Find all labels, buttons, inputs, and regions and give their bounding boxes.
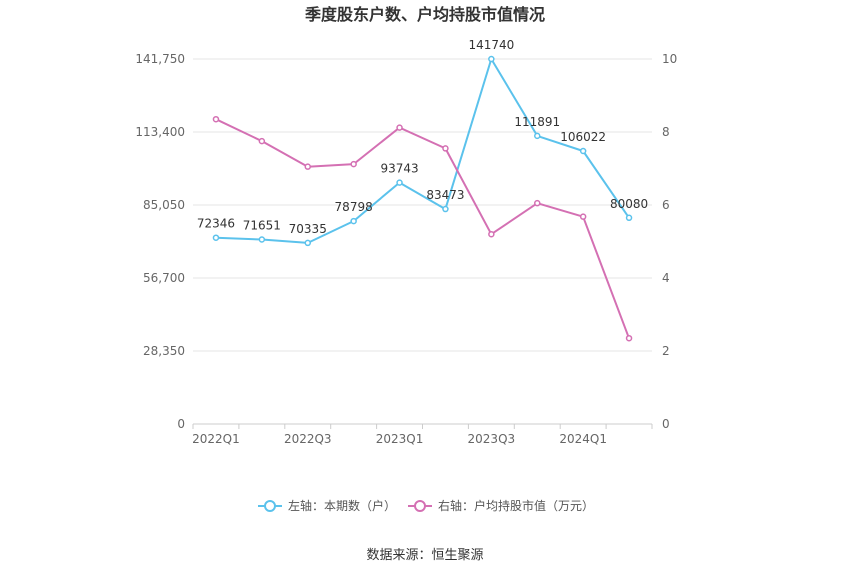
right-tick-label: 0 (662, 417, 670, 431)
legend-swatch-marker (414, 500, 426, 512)
legend: 左轴：本期数（户） 右轴：户均持股市值（万元） (258, 498, 594, 513)
right-tick-label: 2 (662, 344, 670, 358)
data-point (625, 214, 633, 222)
data-label: 141740 (468, 38, 514, 52)
legend-label-left-series: 左轴：本期数（户） (288, 498, 396, 513)
legend-item-left-series[interactable]: 左轴：本期数（户） (258, 498, 396, 513)
data-point (442, 145, 449, 152)
left-axis-ticks: 0 28,350 56,700 85,050 113,400 141,750 (135, 52, 185, 431)
data-label: 71651 (243, 219, 281, 233)
data-point (579, 147, 587, 155)
right-tick-label: 6 (662, 198, 670, 212)
x-tick-label: 2023Q3 (468, 432, 516, 446)
left-tick-label: 141,750 (135, 52, 185, 66)
series-line-right (215, 118, 630, 339)
legend-swatch-marker (264, 500, 276, 512)
right-axis-ticks: 0 2 4 6 8 10 (662, 52, 677, 431)
data-point (625, 334, 633, 342)
source-note: 数据来源：恒生聚源 (366, 548, 483, 563)
data-point (350, 160, 357, 168)
data-point (212, 115, 220, 123)
right-tick-label: 4 (662, 271, 670, 285)
legend-item-right-series[interactable]: 右轴：户均持股市值（万元） (408, 498, 594, 513)
left-tick-label: 85,050 (143, 198, 185, 212)
x-tick-label: 2023Q1 (376, 432, 424, 446)
left-tick-label: 0 (177, 417, 185, 431)
data-label: 78798 (335, 200, 373, 214)
x-tick-label: 2022Q1 (192, 432, 240, 446)
data-point (350, 217, 357, 225)
data-point (212, 234, 220, 241)
data-point (534, 199, 541, 207)
data-label: 111891 (514, 115, 560, 129)
right-tick-label: 10 (662, 52, 677, 66)
x-tick-label: 2022Q3 (284, 432, 332, 446)
data-label: 93743 (380, 162, 418, 176)
x-axis-ticks: 2022Q1 2022Q3 2023Q1 2023Q3 2024Q1 (192, 424, 653, 446)
data-point (534, 132, 541, 140)
grid-lines (193, 58, 652, 425)
x-tick-label: 2024Q1 (559, 432, 607, 446)
data-point (304, 163, 311, 170)
data-point (442, 205, 449, 213)
data-point (488, 230, 495, 238)
data-label: 72346 (197, 217, 235, 231)
data-point (396, 179, 403, 186)
data-labels: 72346 71651 70335 78798 93743 83473 141740 1118… (197, 38, 648, 236)
data-point (258, 236, 266, 243)
data-label: 106022 (560, 130, 606, 144)
series-layer (212, 55, 633, 342)
data-point (304, 239, 311, 247)
legend-label-right-series: 右轴：户均持股市值（万元） (438, 498, 594, 513)
data-point (258, 137, 266, 145)
data-point (396, 124, 403, 131)
data-label: 80080 (610, 197, 648, 211)
data-label: 83473 (426, 188, 464, 202)
data-point (488, 55, 495, 63)
left-tick-label: 56,700 (143, 271, 185, 285)
left-tick-label: 113,400 (135, 125, 185, 139)
left-tick-label: 28,350 (143, 344, 185, 358)
right-tick-label: 8 (662, 125, 670, 139)
data-label: 70335 (289, 222, 327, 236)
chart-title: 季度股东户数、户均持股市值情况 (304, 5, 545, 24)
series-line-left (215, 58, 630, 244)
data-point (579, 213, 587, 220)
